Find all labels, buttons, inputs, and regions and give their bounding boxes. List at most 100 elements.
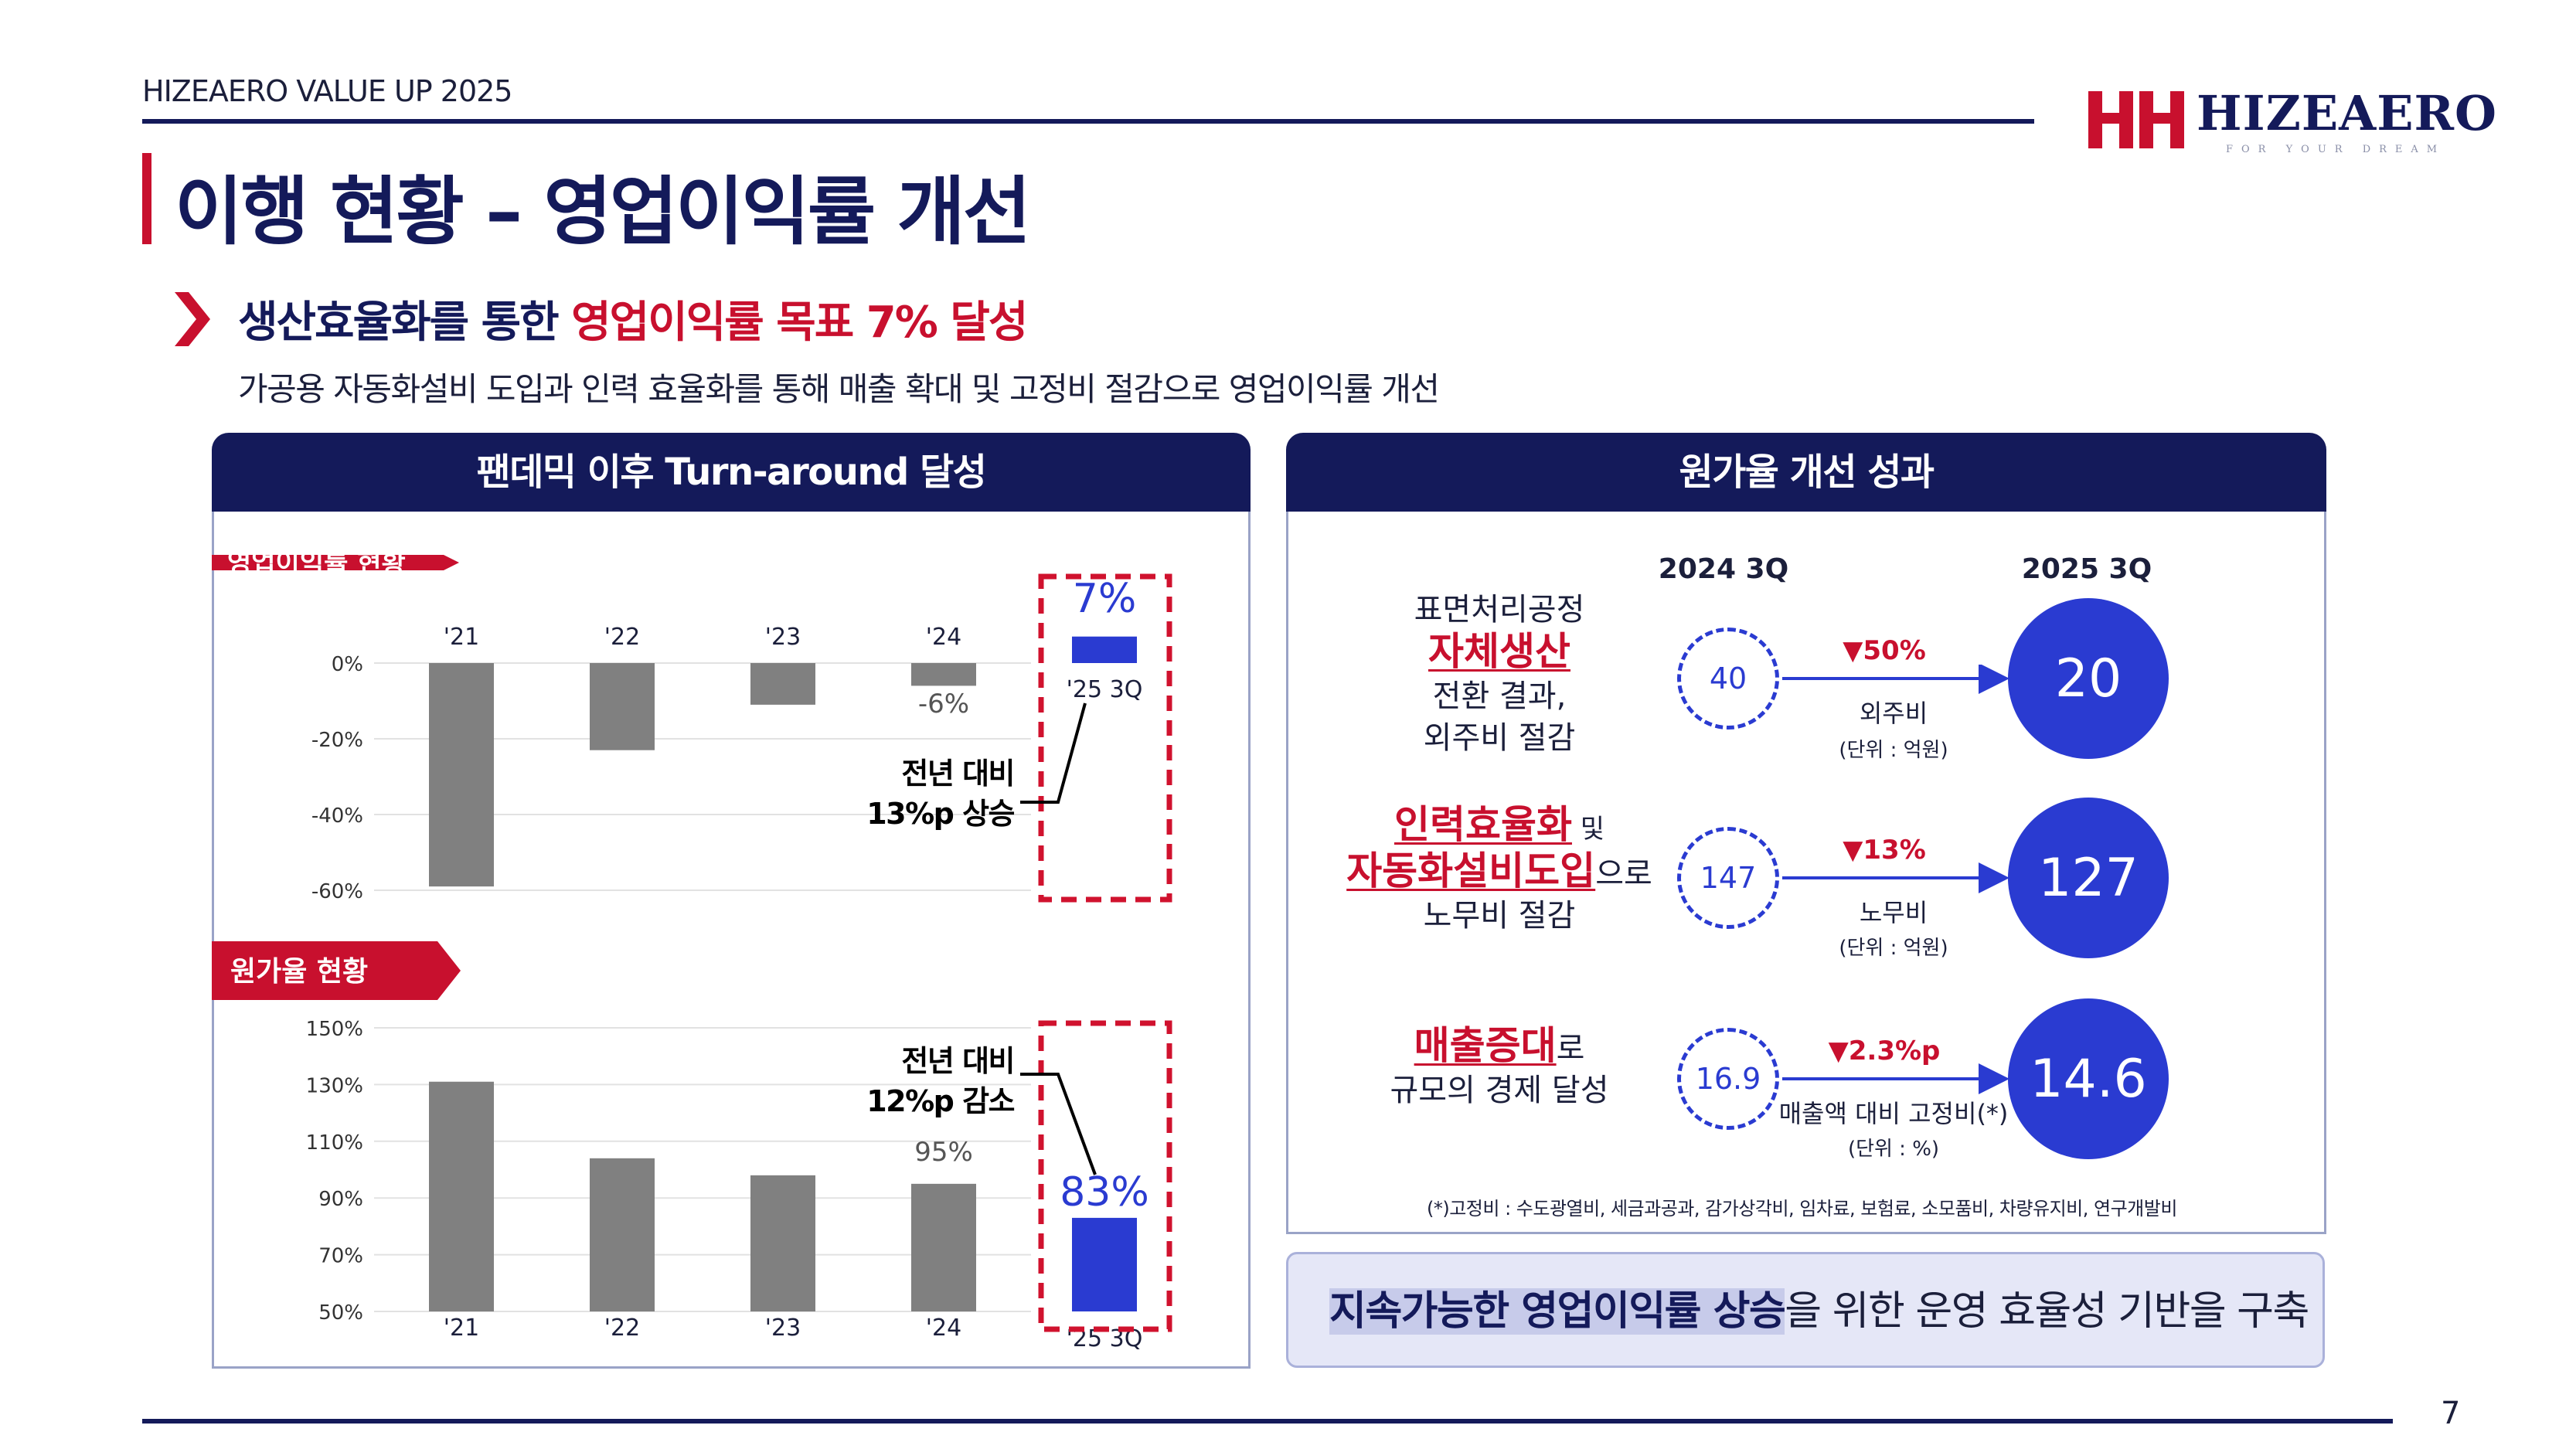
y-tick-label: -20% bbox=[311, 729, 363, 752]
bar bbox=[750, 1175, 815, 1311]
page-number: 7 bbox=[2441, 1396, 2461, 1431]
logo-wordmark: HIZEAERO bbox=[2197, 85, 2497, 141]
x-tick-label: '23 bbox=[765, 1315, 801, 1342]
y-tick-label: 70% bbox=[318, 1245, 363, 1268]
row3-unit: (단위 : %) bbox=[1847, 1138, 1940, 1161]
bar bbox=[1072, 1217, 1137, 1311]
data-label: 95% bbox=[914, 1137, 973, 1168]
bar bbox=[750, 663, 815, 705]
annotation-text: 13%p 상승 bbox=[866, 797, 1014, 831]
row2-description: 인력효율화 및 자동화설비도입으로 노무비 절감 bbox=[1322, 804, 1677, 937]
row2-tail2: 으로 bbox=[1595, 856, 1652, 892]
y-tick-label: -60% bbox=[311, 880, 363, 903]
right-panel-title: 원가율 개선 성과 bbox=[1286, 433, 2326, 512]
x-tick-label: '23 bbox=[765, 624, 801, 651]
col-header-after: 2025 3Q bbox=[2021, 553, 2152, 585]
y-tick-label: 0% bbox=[332, 653, 363, 676]
charts-svg: 영업이익률 현황 원가율 현황 0% -20% -40% -60% '21 '22 '23 '… bbox=[212, 548, 1172, 1352]
row3-emphasis: 매출증대 bbox=[1414, 1023, 1557, 1068]
row1-item: 외주비 bbox=[1859, 699, 1928, 728]
row2-change: ▼13% bbox=[1843, 835, 1926, 866]
bar bbox=[429, 1081, 494, 1311]
footer-divider bbox=[142, 1419, 2393, 1423]
annotation-text: 전년 대비 bbox=[901, 1044, 1014, 1078]
highlight-box bbox=[1038, 573, 1172, 903]
bar bbox=[911, 1183, 976, 1311]
annotation-text: 전년 대비 bbox=[901, 757, 1014, 791]
highlight-box bbox=[1038, 1020, 1172, 1332]
y-tick-label: 90% bbox=[318, 1188, 363, 1211]
cost-ratio-chart: 150%130%110%90%70%50%'21'22'23'2495%'25 … bbox=[306, 1018, 1172, 1352]
x-tick-label: '24 bbox=[926, 624, 961, 651]
data-label: 7% bbox=[1073, 576, 1137, 622]
title-accent-bar bbox=[142, 153, 151, 244]
annotation-leader bbox=[1020, 702, 1087, 804]
page-title: 이행 현황 – 영업이익률 개선 bbox=[175, 168, 1031, 255]
annotation-leader bbox=[1020, 1073, 1097, 1175]
row3-tail1: 로 bbox=[1556, 1031, 1585, 1066]
y-tick-label: 110% bbox=[306, 1131, 363, 1155]
x-tick-label: '22 bbox=[604, 624, 640, 651]
row1-description: 표면처리공정 자체생산 전환 결과, 외주비 절감 bbox=[1345, 589, 1654, 759]
subline: 가공용 자동화설비 도입과 인력 효율화를 통해 매출 확대 및 고정비 절감으… bbox=[238, 370, 1440, 408]
row3-description: 매출증대로 규모의 경제 달성 bbox=[1345, 1025, 1654, 1111]
y-tick-label: -40% bbox=[311, 804, 363, 828]
summary-highlight: 지속가능한 영업이익률 상승 bbox=[1329, 1288, 1786, 1335]
row2-emphasis1: 인력효율화 bbox=[1393, 802, 1572, 847]
row1-before-value: 40 bbox=[1677, 628, 1779, 730]
row1-line1: 표면처리공정 bbox=[1414, 592, 1585, 628]
row2-unit: (단위 : 억원) bbox=[1839, 937, 1948, 960]
row2-item: 노무비 bbox=[1859, 898, 1928, 927]
headline-highlight: 영업이익률 목표 7% 달성 bbox=[571, 298, 1028, 348]
x-tick-label: '24 bbox=[926, 1315, 961, 1342]
row2-emphasis2: 자동화설비도입 bbox=[1346, 849, 1596, 893]
summary-text: 지속가능한 영업이익률 상승을 위한 운영 효율성 기반을 구축 bbox=[1329, 1278, 2309, 1336]
row1-change: ▼50% bbox=[1843, 635, 1926, 666]
row3-line3: 규모의 경제 달성 bbox=[1390, 1073, 1609, 1108]
chart2-tab-label: 원가율 현황 bbox=[230, 956, 368, 988]
row3-before-value: 16.9 bbox=[1677, 1028, 1779, 1130]
x-tick-label: '22 bbox=[604, 1315, 640, 1342]
row2-line3: 노무비 절감 bbox=[1423, 898, 1576, 934]
y-tick-label: 50% bbox=[318, 1301, 363, 1325]
row1-unit: (단위 : 억원) bbox=[1839, 739, 1948, 762]
operating-margin-chart: 0% -20% -40% -60% '21 '22 '23 '24 -6% '25 3Q 7% 전년 … bbox=[311, 573, 1172, 903]
row1-line4: 외주비 절감 bbox=[1423, 720, 1576, 756]
document-label: HIZEAERO VALUE UP 2025 bbox=[142, 74, 512, 108]
summary-rest: 을 위한 운영 효율성 기반을 구축 bbox=[1785, 1288, 2309, 1335]
row2-after-value: 127 bbox=[2008, 798, 2169, 958]
x-tick-label: '25 3Q bbox=[1067, 676, 1143, 703]
row2-before-value: 147 bbox=[1677, 827, 1779, 929]
logo-tagline: FOR YOUR DREAM bbox=[2226, 144, 2446, 155]
headline-prefix: 생산효율화를 통한 bbox=[238, 298, 572, 348]
col-header-before: 2024 3Q bbox=[1658, 553, 1789, 585]
data-label: -6% bbox=[918, 689, 969, 719]
hh-logo-icon bbox=[2088, 91, 2184, 148]
annotation-text: 12%p 감소 bbox=[866, 1084, 1014, 1118]
bar bbox=[590, 1158, 655, 1311]
row3-item: 매출액 대비 고정비(*) bbox=[1778, 1099, 2009, 1128]
y-tick-label: 150% bbox=[306, 1018, 363, 1041]
bar bbox=[1072, 636, 1137, 663]
footnote: (*)고정비 : 수도광열비, 세금과공과, 감가상각비, 임차료, 보험료, … bbox=[1427, 1198, 2177, 1219]
bar bbox=[429, 663, 494, 887]
row1-after-value: 20 bbox=[2008, 598, 2169, 759]
chart1-tab-label: 영업이익률 현황 bbox=[227, 548, 406, 579]
row2-tail1: 및 bbox=[1571, 814, 1605, 845]
x-tick-label: '21 bbox=[444, 624, 479, 651]
chart2-tab: 원가율 현황 bbox=[212, 941, 461, 1000]
data-label: 83% bbox=[1060, 1169, 1149, 1216]
row1-emphasis: 자체생산 bbox=[1428, 629, 1570, 674]
y-tick-label: 130% bbox=[306, 1074, 363, 1097]
bar bbox=[590, 663, 655, 750]
headline: 생산효율화를 통한 영업이익률 목표 7% 달성 bbox=[238, 287, 1028, 350]
left-panel-title: 팬데믹 이후 Turn-around 달성 bbox=[212, 433, 1251, 512]
row3-change: ▼2.3%p bbox=[1828, 1036, 1941, 1066]
row3-after-value: 14.6 bbox=[2008, 998, 2169, 1159]
chevron-right-icon bbox=[175, 292, 210, 346]
x-tick-label: '21 bbox=[444, 1315, 479, 1342]
bar bbox=[911, 663, 976, 686]
chart1-tab: 영업이익률 현황 bbox=[212, 548, 459, 579]
row1-line3: 전환 결과, bbox=[1432, 679, 1567, 714]
arrows bbox=[1782, 665, 2009, 1094]
